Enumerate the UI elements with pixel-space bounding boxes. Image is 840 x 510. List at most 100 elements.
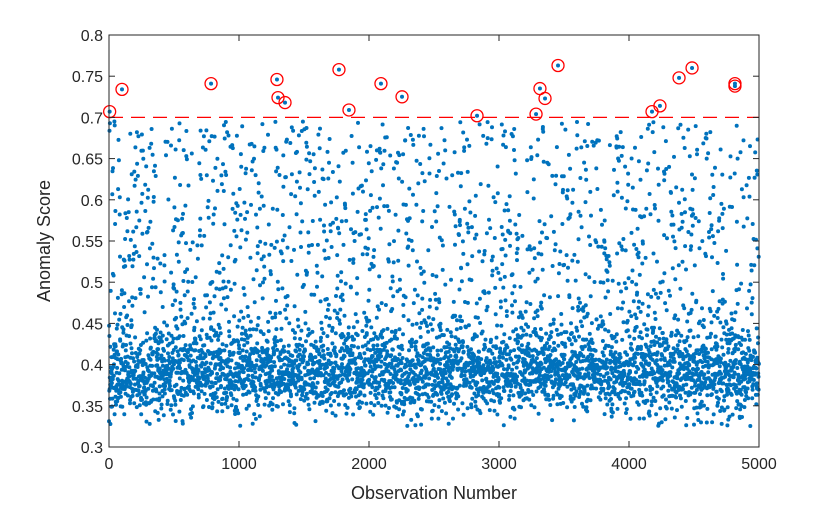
data-point xyxy=(514,365,519,370)
data-point xyxy=(736,347,741,352)
data-point xyxy=(615,180,620,185)
data-point xyxy=(287,403,292,408)
data-point xyxy=(223,120,228,124)
data-point xyxy=(509,384,514,389)
data-point xyxy=(515,374,520,379)
data-point xyxy=(505,345,510,350)
data-point xyxy=(532,256,537,261)
data-point xyxy=(738,387,743,392)
data-point xyxy=(700,306,704,311)
data-point xyxy=(366,340,371,345)
data-point xyxy=(631,363,636,368)
data-point xyxy=(527,270,532,275)
data-point xyxy=(279,251,284,256)
data-point xyxy=(656,218,661,223)
data-point xyxy=(379,166,384,171)
data-point xyxy=(744,390,749,395)
data-point xyxy=(118,254,122,259)
data-point xyxy=(667,400,672,405)
data-point xyxy=(463,369,468,374)
data-point xyxy=(207,139,212,144)
data-point xyxy=(322,223,326,228)
data-point xyxy=(490,273,495,278)
data-point xyxy=(594,240,599,245)
data-point xyxy=(415,259,419,264)
data-point xyxy=(146,353,151,358)
data-point xyxy=(266,319,271,324)
data-point xyxy=(203,147,208,152)
data-point xyxy=(404,231,409,236)
data-point xyxy=(450,367,455,372)
data-point xyxy=(136,388,141,393)
data-point xyxy=(637,416,642,421)
data-point xyxy=(209,325,214,330)
data-point xyxy=(739,281,744,286)
data-point xyxy=(440,243,445,248)
data-point xyxy=(194,319,199,324)
data-point xyxy=(180,216,185,221)
data-point xyxy=(305,187,310,192)
data-point xyxy=(306,250,311,255)
data-point xyxy=(458,326,463,330)
data-point xyxy=(337,321,342,326)
data-point xyxy=(253,375,258,380)
data-point xyxy=(696,219,701,224)
data-point xyxy=(252,144,257,149)
data-point xyxy=(232,314,237,319)
data-point xyxy=(195,243,200,248)
data-point xyxy=(547,344,552,349)
data-point xyxy=(750,396,755,401)
data-point xyxy=(168,384,172,388)
data-point xyxy=(754,168,759,173)
data-point xyxy=(507,397,512,402)
data-point xyxy=(733,310,738,315)
data-point xyxy=(488,226,493,231)
data-point xyxy=(249,168,254,173)
data-point xyxy=(437,380,442,385)
data-point xyxy=(239,228,244,233)
data-point xyxy=(129,318,134,323)
data-point xyxy=(275,347,280,352)
data-point xyxy=(293,194,298,199)
data-point xyxy=(199,328,204,333)
data-point xyxy=(256,315,261,320)
data-point xyxy=(220,396,225,401)
data-point xyxy=(139,412,144,417)
data-point xyxy=(646,313,650,318)
data-point xyxy=(307,407,312,412)
data-point xyxy=(172,175,177,180)
data-point xyxy=(116,352,121,357)
data-point xyxy=(585,409,590,414)
data-point xyxy=(113,222,118,226)
data-point xyxy=(750,222,755,226)
data-point xyxy=(651,120,656,125)
data-point xyxy=(268,310,273,315)
data-point xyxy=(274,298,278,303)
data-point xyxy=(418,325,423,330)
data-point xyxy=(632,389,637,394)
data-point xyxy=(444,176,449,181)
data-point xyxy=(338,307,343,312)
data-point xyxy=(328,353,333,358)
data-point xyxy=(283,175,288,180)
data-point xyxy=(615,406,620,411)
data-point xyxy=(346,331,351,336)
data-point xyxy=(648,392,653,397)
data-point xyxy=(410,322,415,327)
data-point xyxy=(510,291,515,296)
data-point xyxy=(151,195,156,199)
data-point xyxy=(237,346,242,351)
data-point xyxy=(679,333,684,338)
data-point xyxy=(270,402,275,407)
data-point xyxy=(456,407,461,412)
data-point xyxy=(110,169,115,174)
data-point xyxy=(394,372,399,377)
data-point xyxy=(301,282,306,287)
data-point xyxy=(601,280,606,285)
data-point xyxy=(229,358,234,363)
data-point xyxy=(712,382,717,387)
data-point xyxy=(746,175,751,180)
data-point xyxy=(157,396,162,401)
data-point xyxy=(389,329,394,334)
